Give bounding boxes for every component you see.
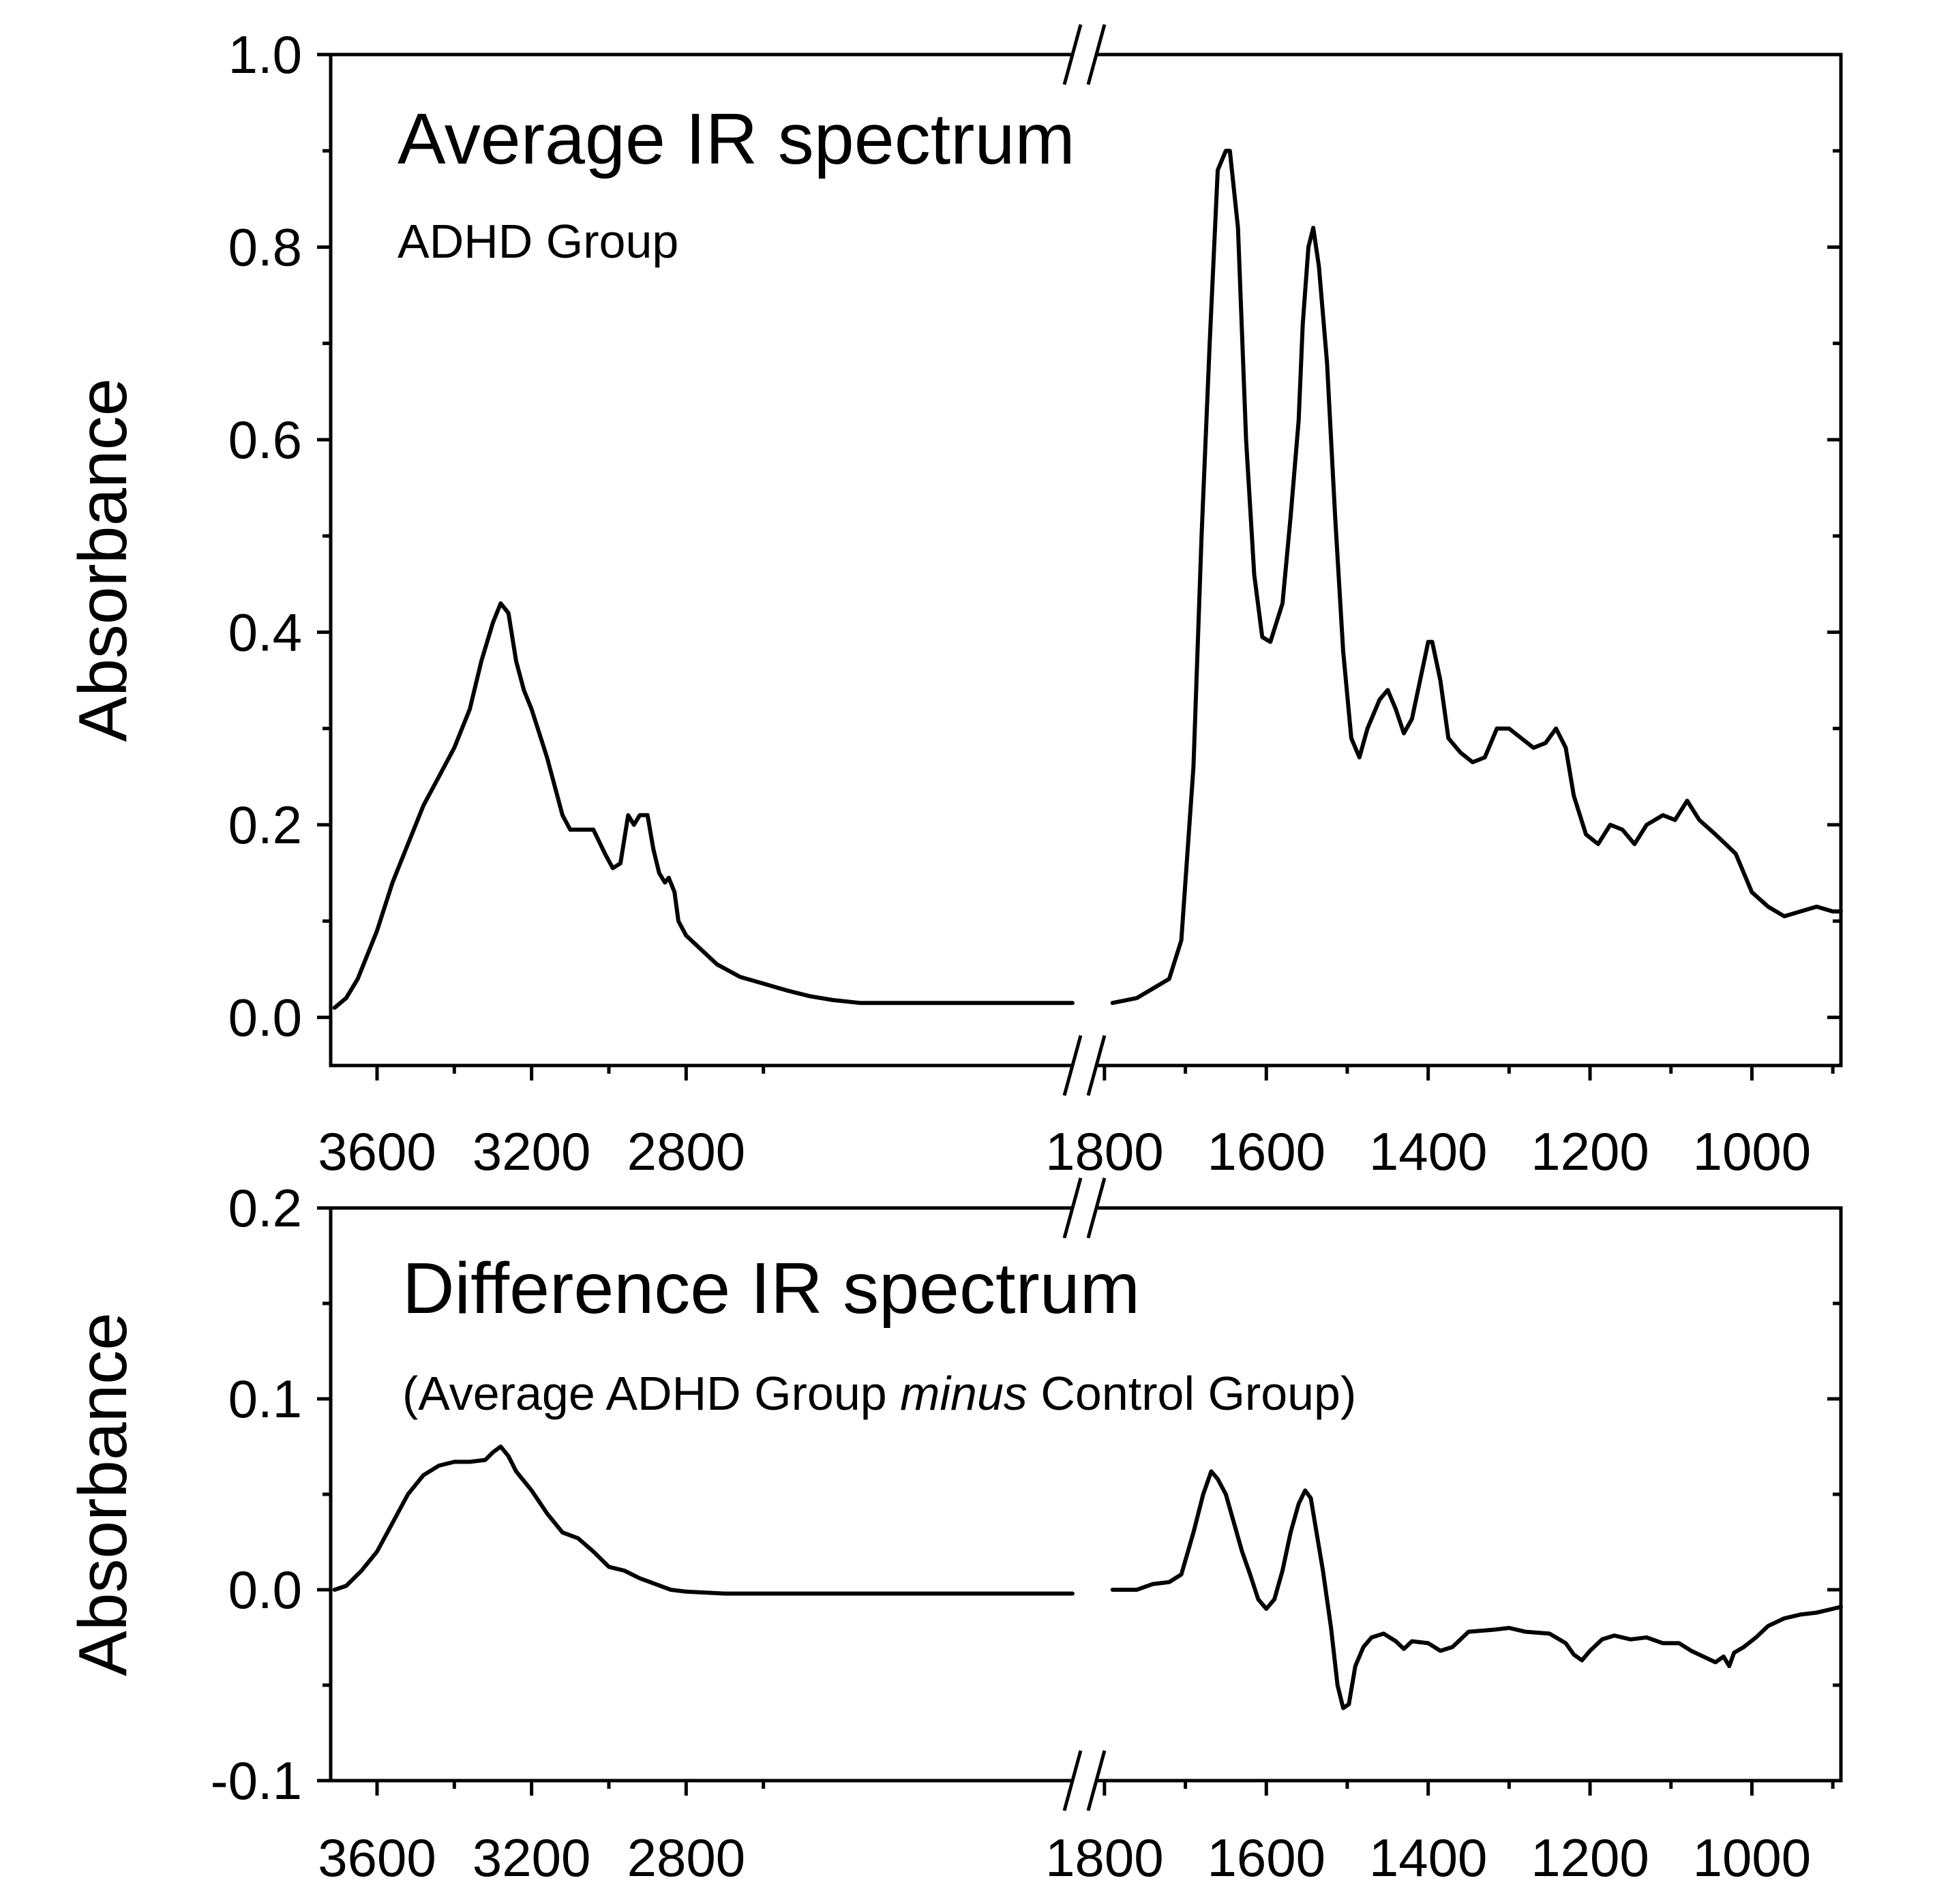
spectrum-line-segment <box>332 601 1075 1010</box>
spectrum-line-segment <box>1110 149 1843 1006</box>
axis-break-gap <box>1072 1201 1096 1215</box>
y-tick-label: 1.0 <box>228 25 302 85</box>
x-tick-label: 1400 <box>1369 1828 1488 1888</box>
y-axis-title: Absorbance <box>65 378 141 742</box>
y-tick-label: 0.1 <box>228 1369 302 1429</box>
x-tick-label: 2800 <box>627 1121 746 1181</box>
spectrum-line-segment <box>332 1445 1075 1596</box>
axis-break-slash <box>1086 1750 1107 1811</box>
x-tick-label: 2800 <box>627 1828 746 1888</box>
y-tick-label: 0.4 <box>228 602 302 662</box>
x-tick-label: 1000 <box>1693 1828 1812 1888</box>
axis-break-gap <box>1072 1059 1096 1072</box>
x-tick-label: 1800 <box>1045 1828 1164 1888</box>
y-axis-title: Absorbance <box>65 1312 141 1676</box>
y-tick-label: 0.8 <box>228 217 302 277</box>
y-tick-label: 0.6 <box>228 410 302 470</box>
y-tick-label: 0.0 <box>228 987 302 1047</box>
x-tick-label: 1600 <box>1207 1828 1325 1888</box>
panel-subtitle: ADHD Group <box>397 215 678 268</box>
x-tick-label: 1400 <box>1369 1121 1488 1181</box>
x-tick-label: 1200 <box>1531 1828 1649 1888</box>
x-tick-label: 1600 <box>1207 1121 1325 1181</box>
x-tick-label: 3600 <box>318 1121 436 1181</box>
x-tick-label: 1000 <box>1693 1121 1812 1181</box>
panel-difference-spectrum: -0.1 0.0 0.1 0.2 3600 3200 2800 1800 1600 1400 120… <box>65 1177 1843 1888</box>
y-tick-label: 0.0 <box>228 1560 302 1620</box>
y-tick-label: 0.2 <box>228 1178 302 1238</box>
axis-break-slash <box>1062 24 1083 85</box>
axis-break-slash <box>1062 1750 1083 1811</box>
axis-break-slash <box>1062 1035 1083 1096</box>
x-tick-label: 3200 <box>472 1828 591 1888</box>
panel-title: Difference IR spectrum <box>402 1248 1140 1329</box>
plot-frame <box>329 52 1843 1068</box>
subtitle-part-italic: minus <box>900 1367 1028 1420</box>
subtitle-part-before: (Average ADHD Group <box>402 1367 900 1420</box>
panel-subtitle: (Average ADHD Group minus Control Group) <box>402 1367 1356 1420</box>
axis-break-slash <box>1086 1177 1107 1239</box>
spectrum-line-segment <box>1110 1469 1843 1710</box>
x-tick-label: 3600 <box>318 1828 436 1888</box>
subtitle-part-after: Control Group) <box>1028 1367 1356 1420</box>
x-tick-label: 3200 <box>472 1121 591 1181</box>
axis-break-slash <box>1086 24 1107 85</box>
axis-break-gap <box>1072 1774 1096 1787</box>
y-tick-label: -0.1 <box>211 1751 302 1811</box>
y-tick-label: 0.2 <box>228 795 302 855</box>
axis-break-gap <box>1072 48 1096 61</box>
axis-break-slash <box>1062 1177 1083 1239</box>
panel-title: Average IR spectrum <box>397 99 1075 179</box>
x-tick-label: 1800 <box>1045 1121 1164 1181</box>
x-tick-label: 1200 <box>1531 1121 1649 1181</box>
axis-break-slash <box>1086 1035 1107 1096</box>
panel-average-spectrum: 0.0 0.2 0.4 0.6 0.8 1.0 3600 3200 2800 1800 1600 14… <box>65 24 1843 1181</box>
